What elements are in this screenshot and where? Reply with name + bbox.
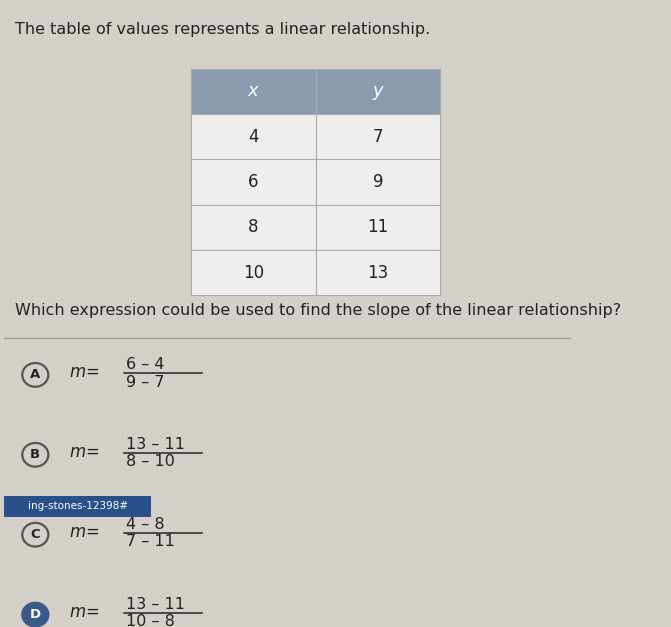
Text: 10: 10 xyxy=(243,264,264,282)
Text: Which expression could be used to find the slope of the linear relationship?: Which expression could be used to find t… xyxy=(15,303,621,318)
Text: $m\!=\!$: $m\!=\!$ xyxy=(69,443,100,461)
FancyBboxPatch shape xyxy=(315,159,440,205)
FancyBboxPatch shape xyxy=(315,68,440,114)
Text: C: C xyxy=(30,528,40,541)
Text: 13: 13 xyxy=(367,264,389,282)
FancyBboxPatch shape xyxy=(191,114,315,159)
Text: $m\!=\!$: $m\!=\!$ xyxy=(69,603,100,621)
Text: y: y xyxy=(372,82,383,100)
Text: 7 – 11: 7 – 11 xyxy=(126,534,174,549)
Text: 8 – 10: 8 – 10 xyxy=(126,455,174,470)
Text: A: A xyxy=(30,369,40,381)
Text: B: B xyxy=(30,448,40,461)
Text: 11: 11 xyxy=(367,218,389,236)
Text: $m\!=\!$: $m\!=\!$ xyxy=(69,363,100,381)
Text: x: x xyxy=(248,82,258,100)
Text: 13 – 11: 13 – 11 xyxy=(126,597,185,612)
FancyBboxPatch shape xyxy=(191,159,315,205)
Text: 4 – 8: 4 – 8 xyxy=(126,517,164,532)
Circle shape xyxy=(22,603,48,626)
Text: 6 – 4: 6 – 4 xyxy=(126,357,164,372)
Text: 6: 6 xyxy=(248,173,258,191)
FancyBboxPatch shape xyxy=(191,250,315,295)
FancyBboxPatch shape xyxy=(191,205,315,250)
Text: 13 – 11: 13 – 11 xyxy=(126,437,185,452)
Text: ing-stones-12398#: ing-stones-12398# xyxy=(28,502,128,512)
Text: 8: 8 xyxy=(248,218,258,236)
Text: 10 – 8: 10 – 8 xyxy=(126,614,174,627)
Text: 4: 4 xyxy=(248,128,258,145)
FancyBboxPatch shape xyxy=(191,68,315,114)
FancyBboxPatch shape xyxy=(4,495,152,517)
Text: $m\!=\!$: $m\!=\!$ xyxy=(69,522,100,540)
FancyBboxPatch shape xyxy=(315,114,440,159)
FancyBboxPatch shape xyxy=(315,250,440,295)
Text: 9 – 7: 9 – 7 xyxy=(126,374,164,389)
FancyBboxPatch shape xyxy=(315,205,440,250)
Text: The table of values represents a linear relationship.: The table of values represents a linear … xyxy=(15,22,431,37)
Text: 7: 7 xyxy=(372,128,383,145)
Text: D: D xyxy=(30,608,41,621)
Text: 9: 9 xyxy=(372,173,383,191)
